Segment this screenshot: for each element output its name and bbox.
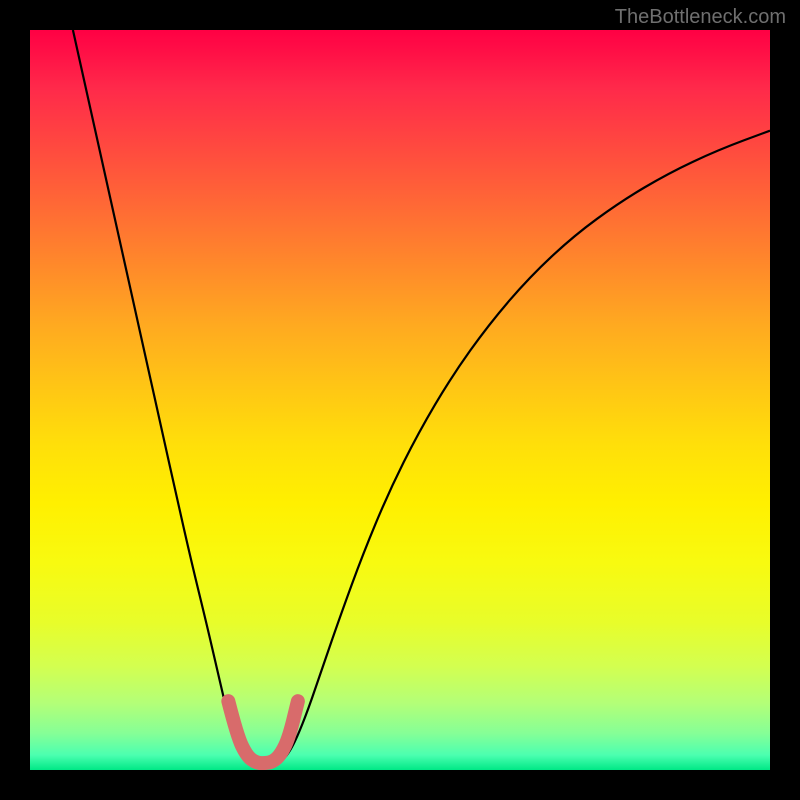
chart-area bbox=[30, 30, 770, 770]
watermark-text: TheBottleneck.com bbox=[615, 6, 786, 29]
chart-svg bbox=[30, 30, 770, 770]
chart-background bbox=[30, 30, 770, 770]
